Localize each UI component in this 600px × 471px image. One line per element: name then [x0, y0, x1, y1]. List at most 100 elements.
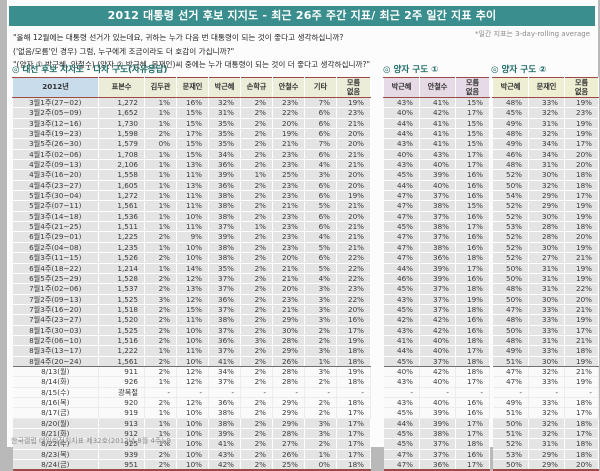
table-cell: 22% — [272, 107, 305, 119]
table-cell: 51% — [492, 428, 529, 440]
table-cell: 4월4주(23~27) — [12, 180, 99, 192]
table-cell: 33% — [528, 345, 565, 357]
table-cell: 38% — [208, 242, 241, 254]
table-cell: 36% — [419, 459, 456, 471]
table-cell: 40% — [383, 149, 420, 161]
table-row: 50% 29% 20% — [492, 459, 599, 471]
table-cell: 37% — [419, 231, 456, 243]
table-cell: 12% — [176, 397, 209, 409]
table-cell: 38% — [208, 190, 241, 202]
table-cell: 18% — [564, 449, 599, 461]
table-cell: 22% — [564, 283, 599, 295]
table-cell: 2% — [240, 200, 273, 212]
table-cell: 16% — [455, 314, 490, 326]
table-row: 8/20(월) 913 1% 10% 38% 2% 29% 3% 17% — [12, 418, 371, 430]
table-row: 43% 37% 19% — [383, 294, 490, 305]
table-cell: 2% — [240, 314, 273, 326]
table-cell: 7% — [304, 138, 337, 150]
table-cell: 18% — [564, 169, 599, 181]
table-cell: 45% — [383, 438, 420, 450]
table-row: 48% 33% 19% — [492, 97, 599, 109]
table-cell: 17% — [455, 263, 490, 274]
table-row: 4월3주(16~20) 1,558 1% 11% 39% 1% 25% 3% 20% — [12, 169, 371, 181]
table-row: 4월2주(09~13) 2,106 1% 13% 36% 2% 23% 4% 21% — [12, 159, 371, 171]
table-cell: 2% — [240, 438, 273, 450]
table-cell: 2% — [240, 356, 273, 367]
table-cell: 2% — [304, 407, 337, 419]
table-cell: 10% — [176, 335, 209, 347]
table-cell: 39% — [419, 273, 456, 285]
table-cell: 2% — [240, 345, 273, 357]
table-cell: 11% — [176, 200, 209, 212]
table-cell: 19% — [272, 128, 305, 140]
table-cell: 3% — [304, 283, 337, 295]
table-cell: 3% — [144, 294, 177, 305]
table-cell: 30% — [528, 242, 565, 254]
table-cell: 2% — [240, 252, 273, 264]
table-cell: 45% — [492, 107, 529, 119]
table-cell: 16% — [455, 169, 490, 181]
table-row: 48% 31% 21% — [492, 335, 599, 347]
table-cell: 44% — [383, 263, 420, 274]
table-row: 48% 32% 19% — [492, 128, 599, 140]
table-cell: 1% — [144, 169, 177, 181]
table-cell: 18% — [564, 345, 599, 357]
table-cell: 5월1주(30~04) — [12, 190, 99, 202]
table-cell: 36% — [208, 294, 241, 305]
table-cell: 37% — [208, 345, 241, 357]
table-cell: 2% — [240, 294, 273, 305]
table-cell: 18% — [455, 438, 490, 450]
table-cell: 10% — [176, 356, 209, 367]
table-cell: 951 — [98, 459, 145, 471]
table-cell: 16% — [455, 407, 490, 419]
table-row: 44% 39% 17% — [383, 418, 490, 430]
table-row: 6월2주(04~08) 1,235 1% 10% 38% 2% 23% 5% 21% — [12, 242, 371, 254]
table-cell: 38% — [208, 200, 241, 212]
column-header-parkgeunhye: 박근혜 — [208, 77, 241, 98]
table-cell: 18% — [455, 356, 490, 367]
section-title-pair2: ◎ 양자 구도 ② — [491, 65, 547, 75]
table-cell: - — [272, 387, 305, 398]
column-header-dontknow: 모름 없음 — [336, 77, 371, 98]
table-cell: 20% — [336, 169, 371, 181]
table-row: 8/24(금) 951 2% 10% 42% 2% 25% 0% 18% — [12, 459, 371, 471]
table-cell: 1,526 — [98, 252, 145, 264]
table-cell: 1% — [144, 159, 177, 171]
table-cell: 1,561 — [98, 356, 145, 367]
table-row: 45% 37% 18% — [383, 304, 490, 316]
table-cell: 2% — [240, 211, 273, 223]
table-cell: 18% — [564, 180, 599, 192]
table-row: 45% 38% 17% — [383, 428, 490, 440]
table-row: 47% 37% 16% — [383, 211, 490, 223]
table-cell: 19% — [564, 273, 599, 285]
table-cell: 1,222 — [98, 345, 145, 357]
table-cell: 29% — [528, 190, 565, 202]
table-cell: 6월1주(29~01) — [12, 231, 99, 243]
column-header-parkgeunhye: 박근혜 — [383, 77, 420, 98]
table-cell: 1% — [144, 242, 177, 254]
table-cell: 50% — [492, 418, 529, 430]
column-header-parkgeunhye: 박근혜 — [492, 77, 529, 98]
table-cell: 38% — [419, 428, 456, 440]
table-cell: 2% — [144, 459, 177, 471]
table-cell: 1% — [144, 345, 177, 357]
table-row: 8월1주(30~03) 1,525 2% 10% 37% 2% 30% 2% 17% — [12, 325, 371, 336]
table-cell: 19% — [564, 356, 599, 367]
table-row: 45% 39% 16% — [383, 169, 490, 181]
table-cell: 16% — [455, 180, 490, 192]
table-cell: 17% — [455, 107, 490, 119]
table-cell: 15% — [455, 97, 490, 109]
table-cell: 21% — [272, 304, 305, 316]
table-cell: 32% — [528, 407, 565, 419]
table-cell: 2% — [144, 325, 177, 336]
table-cell: 3월4주(19~23) — [12, 128, 99, 140]
table-cell: 33% — [528, 376, 565, 388]
table-cell: 28% — [272, 376, 305, 388]
table-row: 52% 27% 21% — [492, 252, 599, 264]
table-cell: 27% — [272, 438, 305, 450]
table-cell: 6% — [304, 107, 337, 119]
table-cell: 32% — [528, 180, 565, 192]
table-cell: 10% — [176, 418, 209, 430]
table-cell: 8/22(수) — [12, 438, 99, 450]
table-row: 45% 32% 23% — [492, 107, 599, 119]
